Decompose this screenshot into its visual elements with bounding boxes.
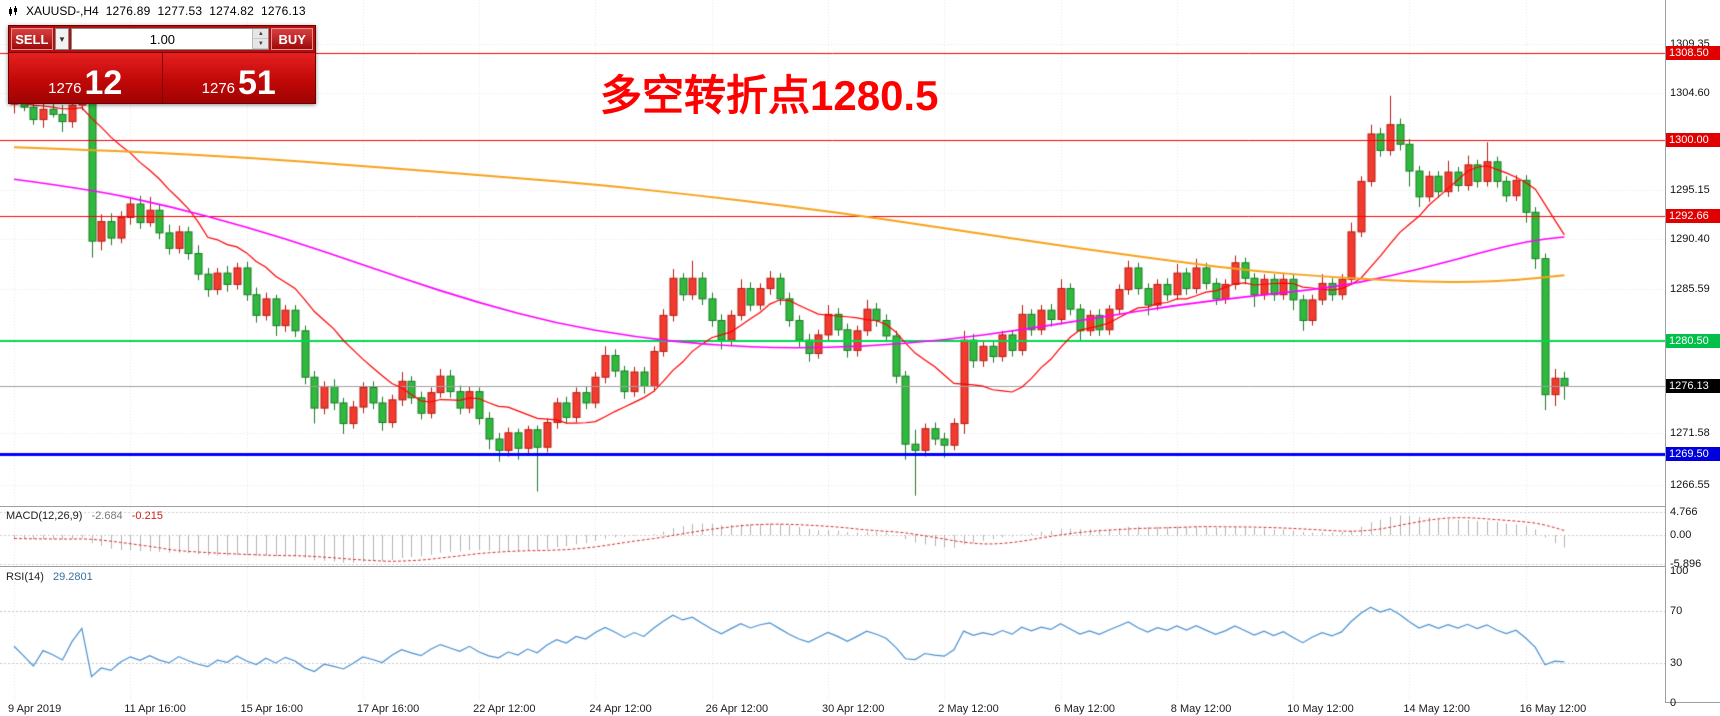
lot-size-control: ▲ ▼: [71, 28, 270, 50]
symbol-ohlc-readout: XAUUSD-,H4 1276.89 1277.53 1274.82 1276.…: [8, 4, 306, 18]
rsi-level-label: 0: [1670, 697, 1677, 709]
time-axis-label: 14 May 12:00: [1403, 703, 1471, 715]
stepper-up-icon[interactable]: ▲: [253, 29, 269, 39]
sell-button[interactable]: SELL: [11, 28, 53, 50]
time-axis-label: 30 Apr 12:00: [821, 703, 885, 715]
price-axis[interactable]: 1309.35 1304.60 1295.15 1290.40 1285.59 1271.…: [1666, 0, 1720, 709]
ask-price-pips: 51: [238, 64, 276, 102]
ohlc-close: 1276.13: [261, 4, 306, 18]
time-axis-label: 26 Apr 12:00: [705, 703, 769, 715]
ask-price-tile[interactable]: 1276 51: [161, 53, 315, 103]
time-axis-label: 24 Apr 12:00: [589, 703, 652, 715]
stepper-down-icon[interactable]: ▼: [253, 39, 269, 49]
rsi-level-label: 30: [1670, 657, 1683, 670]
panel-separator[interactable]: [0, 506, 1720, 507]
macd-tick-label: 0.00: [1670, 529, 1692, 542]
macd-tick-label: -5.896: [1670, 558, 1702, 570]
rsi-label: RSI(14): [6, 571, 44, 583]
time-axis[interactable]: 9 Apr 2019 11 Apr 16:00 15 Apr 16:00 17 Apr…: [0, 702, 1665, 716]
trade-panel-controls: SELL ▼ ▲ ▼ BUY: [9, 26, 315, 52]
price-tick-label: 1304.60: [1670, 86, 1710, 99]
symbol-name: XAUUSD-,H4: [26, 4, 99, 18]
rsi-level-label: 100: [1670, 565, 1689, 577]
chevron-down-icon: ▼: [58, 34, 66, 44]
ohlc-open: 1276.89: [105, 4, 151, 18]
bid-price-tile[interactable]: 1276 12: [9, 53, 162, 103]
price-line-label: 1276.13: [1666, 379, 1720, 394]
price-line-label: 1269.50: [1666, 447, 1720, 462]
ohlc-high: 1277.53: [157, 4, 203, 18]
price-line-label: 1292.66: [1666, 208, 1720, 223]
time-axis-label: 11 Apr 16:00: [124, 703, 186, 715]
price-line-label: 1280.50: [1666, 334, 1720, 349]
macd-header: MACD(12,26,9) -2.684 -0.215: [6, 510, 163, 522]
order-type-dropdown[interactable]: ▼: [54, 28, 70, 50]
macd-label: MACD(12,26,9): [6, 510, 83, 522]
time-axis-label: 22 Apr 12:00: [473, 703, 536, 715]
time-axis-label: 9 Apr 2019: [8, 703, 62, 715]
price-tick-label: 1290.40: [1670, 233, 1710, 246]
chart-annotation-text: 多空转折点1280.5: [600, 72, 939, 119]
one-click-trading-panel: SELL ▼ ▲ ▼ BUY 1276 12 1276 51: [8, 25, 316, 104]
time-axis-label: 6 May 12:00: [1054, 703, 1116, 715]
rsi-header: RSI(14) 29.2801: [6, 571, 93, 583]
rsi-value: 29.2801: [52, 571, 93, 583]
rsi-indicator-canvas[interactable]: [0, 567, 1665, 702]
price-axis-border: [1665, 0, 1666, 702]
macd-main-value: -2.684: [91, 510, 123, 522]
price-tick-label: 1285.59: [1670, 282, 1710, 295]
time-axis-label: 17 Apr 16:00: [356, 703, 420, 715]
bid-price-pips: 12: [84, 64, 123, 102]
panel-separator[interactable]: [0, 566, 1720, 567]
ask-price-main: 1276: [201, 80, 236, 97]
time-axis-label: 2 May 12:00: [938, 703, 999, 715]
macd-indicator-canvas[interactable]: [0, 507, 1665, 566]
time-axis-label: 16 May 12:00: [1519, 703, 1587, 715]
macd-signal-value: -0.215: [131, 510, 163, 522]
buy-button[interactable]: BUY: [271, 28, 313, 50]
candlestick-chart-icon: [9, 5, 17, 16]
lot-size-input[interactable]: [72, 29, 253, 49]
price-tick-label: 1271.58: [1670, 427, 1710, 440]
lot-size-stepper: ▲ ▼: [252, 29, 269, 49]
price-line-label: 1300.00: [1666, 133, 1720, 148]
time-axis-label: 10 May 12:00: [1287, 703, 1354, 715]
price-line-label: 1308.50: [1666, 45, 1720, 60]
trade-panel-quotes: 1276 12 1276 51: [9, 52, 315, 103]
bid-price-main: 1276: [48, 80, 82, 97]
price-tick-label: 1295.15: [1670, 184, 1710, 197]
time-axis-label: 8 May 12:00: [1170, 703, 1232, 715]
ohlc-low: 1274.82: [209, 4, 255, 18]
macd-tick-label: 4.766: [1670, 505, 1698, 518]
rsi-level-label: 70: [1670, 604, 1683, 617]
price-tick-label: 1266.55: [1670, 478, 1710, 491]
time-axis-label: 15 Apr 16:00: [240, 703, 303, 715]
